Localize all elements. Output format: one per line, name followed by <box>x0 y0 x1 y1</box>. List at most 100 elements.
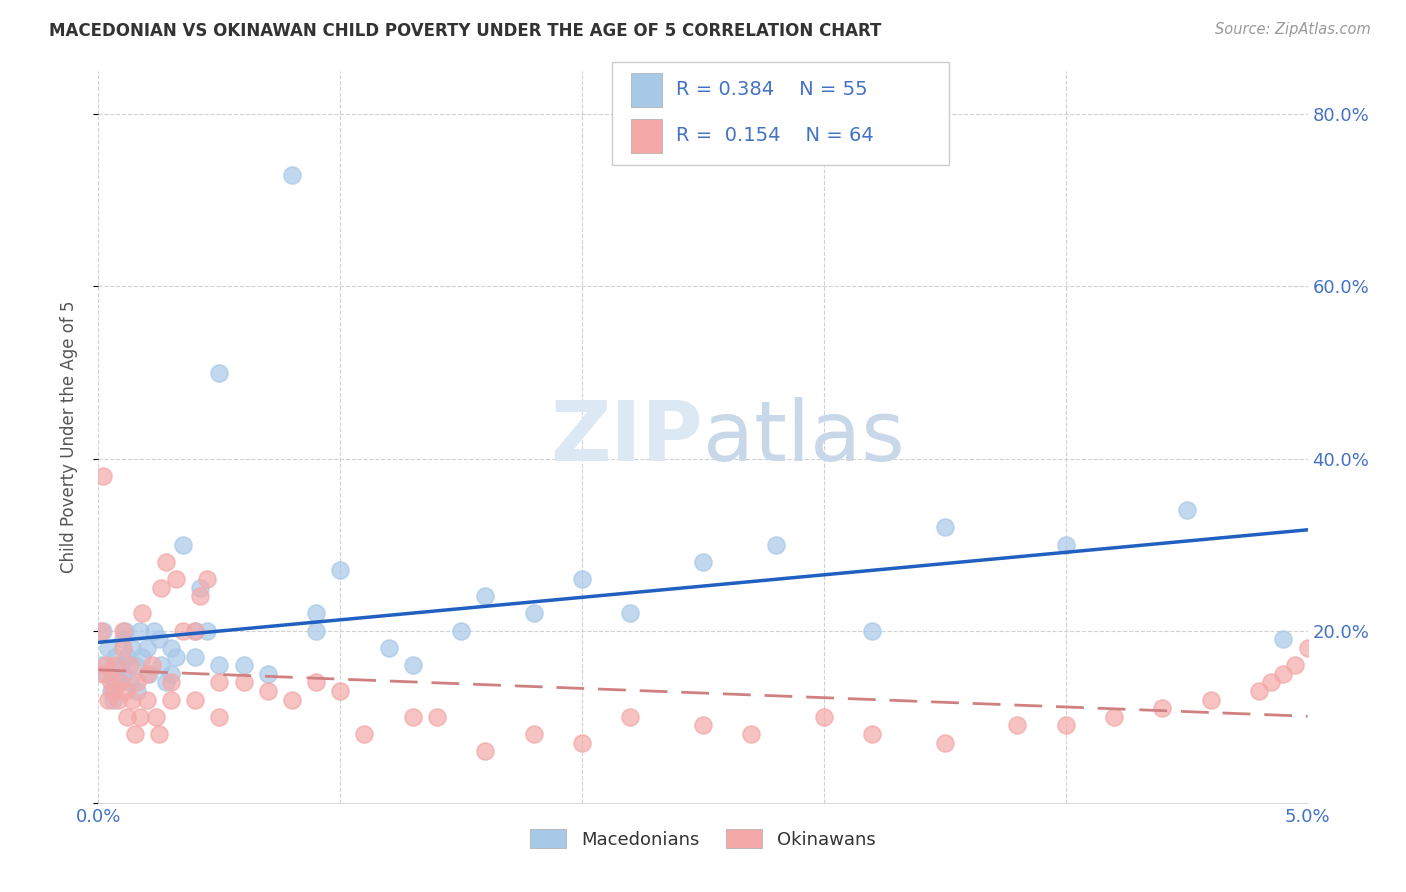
Point <box>1199 692 1222 706</box>
Point <box>160 675 183 690</box>
Point <box>94 666 117 681</box>
Point <box>208 675 231 690</box>
Point <box>305 607 328 621</box>
Point <box>188 581 211 595</box>
Point <box>111 624 134 638</box>
Point <box>117 649 139 664</box>
Point <box>184 649 207 664</box>
Point <box>208 366 231 380</box>
Text: R =  0.154    N = 64: R = 0.154 N = 64 <box>676 127 875 145</box>
Point <box>160 640 183 655</box>
Point <box>101 692 124 706</box>
Point <box>619 710 641 724</box>
Point <box>100 675 122 690</box>
Point <box>1007 718 1029 732</box>
Text: ZIP: ZIP <box>551 397 703 477</box>
Point <box>232 675 254 690</box>
Point <box>765 538 787 552</box>
Point <box>619 607 641 621</box>
Point <box>571 735 593 749</box>
Point <box>1272 666 1295 681</box>
Point <box>256 666 278 681</box>
Point <box>124 658 146 673</box>
Point <box>127 675 149 690</box>
Point <box>172 538 194 552</box>
Point <box>165 649 187 664</box>
Point <box>692 555 714 569</box>
Point <box>124 727 146 741</box>
Point <box>208 658 231 673</box>
Point <box>1272 632 1295 647</box>
Point <box>377 640 399 655</box>
Point <box>145 710 167 724</box>
Text: Source: ZipAtlas.com: Source: ZipAtlas.com <box>1215 22 1371 37</box>
Point <box>107 692 129 706</box>
Point <box>402 658 425 673</box>
Point <box>127 684 149 698</box>
Point <box>860 624 883 638</box>
Point <box>148 727 170 741</box>
Text: atlas: atlas <box>703 397 904 477</box>
Point <box>121 640 143 655</box>
Point <box>104 649 127 664</box>
Point <box>184 692 207 706</box>
Point <box>450 624 472 638</box>
Point <box>150 658 173 673</box>
Point <box>1054 718 1077 732</box>
Point <box>160 692 183 706</box>
Legend: Macedonians, Okinawans: Macedonians, Okinawans <box>523 822 883 856</box>
Point <box>860 727 883 741</box>
Point <box>1054 538 1077 552</box>
Point <box>184 624 207 638</box>
Point <box>256 684 278 698</box>
Point <box>128 710 150 724</box>
Point <box>208 710 231 724</box>
Point <box>111 632 134 647</box>
Point <box>155 675 177 690</box>
Point <box>90 658 112 673</box>
Point <box>740 727 762 741</box>
Point <box>121 692 143 706</box>
Point <box>155 555 177 569</box>
Point <box>692 718 714 732</box>
Point <box>111 640 134 655</box>
Point <box>1152 701 1174 715</box>
Point <box>91 624 114 638</box>
Point <box>329 684 352 698</box>
Point <box>353 727 375 741</box>
Point <box>474 589 496 603</box>
Point <box>114 624 136 638</box>
Point <box>148 632 170 647</box>
Point <box>523 607 546 621</box>
Point <box>117 710 139 724</box>
Point <box>100 684 122 698</box>
Point <box>94 658 117 673</box>
Point <box>138 666 160 681</box>
Text: MACEDONIAN VS OKINAWAN CHILD POVERTY UNDER THE AGE OF 5 CORRELATION CHART: MACEDONIAN VS OKINAWAN CHILD POVERTY UND… <box>49 22 882 40</box>
Point <box>1249 684 1271 698</box>
Point <box>141 658 163 673</box>
Point <box>114 684 136 698</box>
Point <box>172 624 194 638</box>
Point <box>1102 710 1125 724</box>
Point <box>195 572 218 586</box>
Point <box>90 624 112 638</box>
Point <box>305 624 328 638</box>
Point <box>188 589 211 603</box>
Point <box>165 572 187 586</box>
Point <box>1284 658 1306 673</box>
Point <box>104 658 127 673</box>
Point <box>1260 675 1282 690</box>
Point <box>101 684 124 698</box>
Point <box>474 744 496 758</box>
Point <box>426 710 449 724</box>
Point <box>195 624 218 638</box>
Point <box>934 735 956 749</box>
Point <box>281 692 304 706</box>
Point <box>329 564 352 578</box>
Point <box>305 675 328 690</box>
Point <box>523 727 546 741</box>
Point <box>1296 640 1319 655</box>
Point <box>107 675 129 690</box>
Point <box>118 658 141 673</box>
